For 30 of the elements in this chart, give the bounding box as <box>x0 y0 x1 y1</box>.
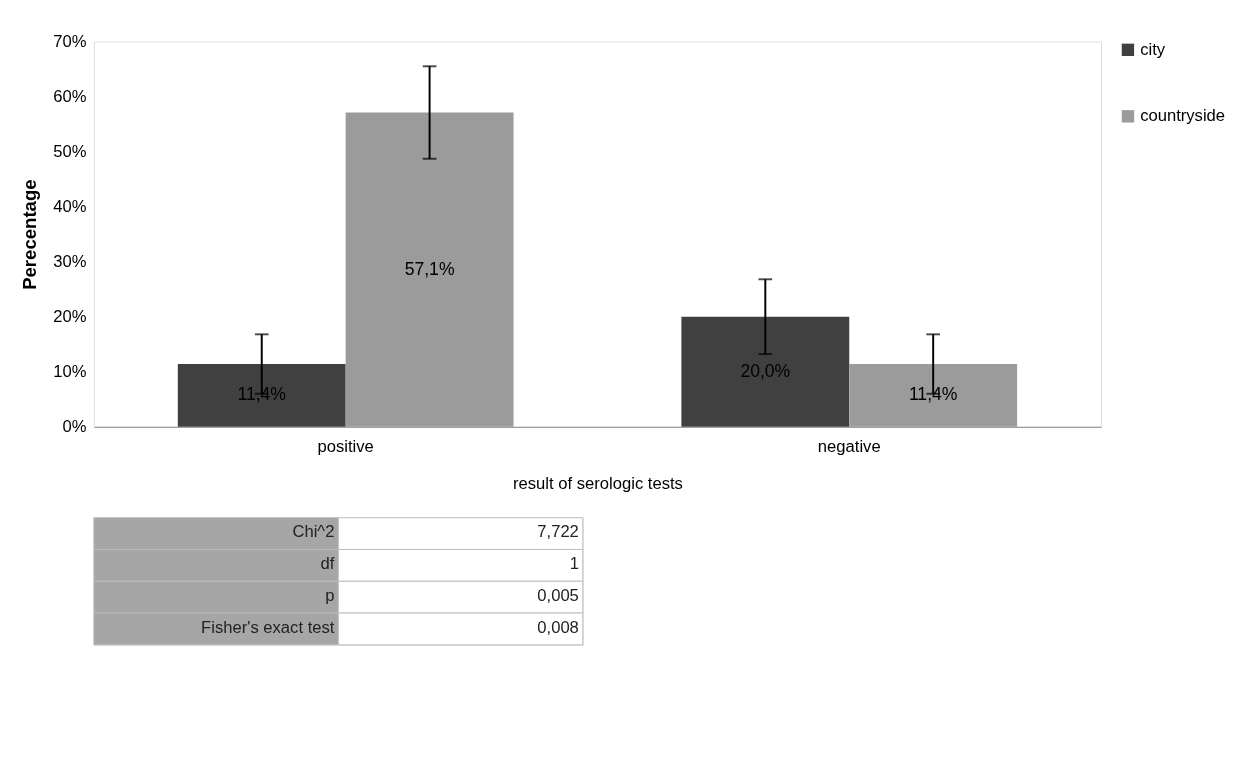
y-tick-label: 10% <box>53 362 87 382</box>
legend-label: countryside <box>1140 106 1226 126</box>
text: Chi^2 <box>292 522 335 542</box>
data-label: 11,4% <box>237 384 287 405</box>
legend-label: city <box>1140 39 1166 59</box>
text: 1 <box>569 554 579 574</box>
bar <box>177 364 346 427</box>
text: 7,722 <box>537 522 579 542</box>
y-tick-label: 20% <box>53 307 87 327</box>
data-label: 20,0% <box>740 360 791 381</box>
bar <box>681 316 850 427</box>
y-tick-label: 60% <box>53 86 87 106</box>
text: p <box>325 585 335 605</box>
bar <box>849 364 1018 427</box>
text: 0,005 <box>537 585 579 605</box>
text: Fisher's exact test <box>201 617 335 637</box>
y-tick-label: 30% <box>53 252 87 272</box>
x-axis-title: result of serologic tests <box>513 473 683 493</box>
bar <box>345 112 514 427</box>
data-label: 11,4% <box>908 384 958 405</box>
y-tick-label: 40% <box>53 197 87 217</box>
text: df <box>320 554 335 574</box>
x-tick-label: negative <box>817 436 881 456</box>
text: 0,008 <box>537 617 579 637</box>
y-tick-label: 70% <box>53 31 87 51</box>
data-label: 57,1% <box>404 258 455 279</box>
y-tick-label: 0% <box>62 417 87 437</box>
y-axis-title: Perecentage <box>18 179 40 290</box>
y-tick-label: 50% <box>53 141 87 161</box>
x-tick-label: positive <box>317 436 374 456</box>
